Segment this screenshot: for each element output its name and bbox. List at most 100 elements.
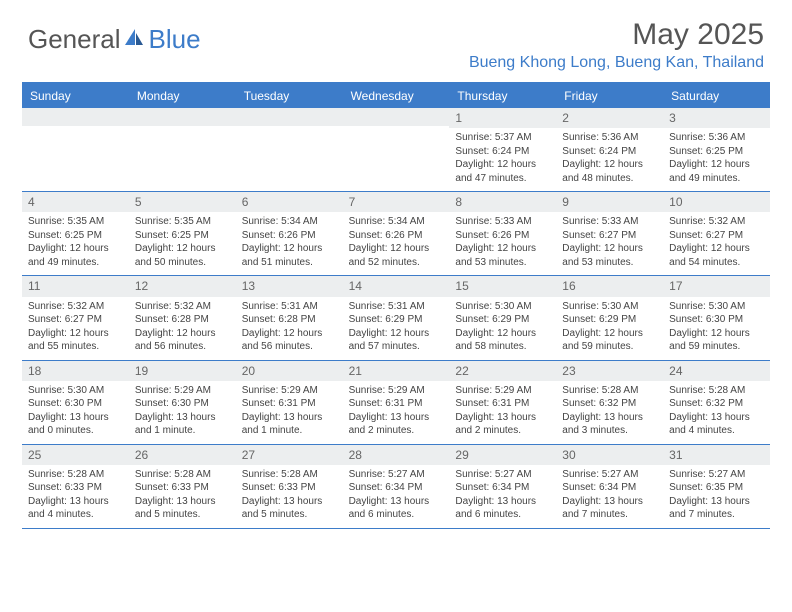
- day-cell: 2Sunrise: 5:36 AMSunset: 6:24 PMDaylight…: [556, 108, 663, 191]
- sunset-text: Sunset: 6:31 PM: [242, 397, 337, 411]
- day-cell: 31Sunrise: 5:27 AMSunset: 6:35 PMDayligh…: [663, 445, 770, 528]
- day-number: 1: [449, 108, 556, 128]
- day-number: 5: [129, 192, 236, 212]
- day-number: 15: [449, 276, 556, 296]
- sunset-text: Sunset: 6:28 PM: [135, 313, 230, 327]
- day-cell: 22Sunrise: 5:29 AMSunset: 6:31 PMDayligh…: [449, 361, 556, 444]
- daylight-line1: Daylight: 12 hours: [349, 327, 444, 341]
- sunset-text: Sunset: 6:29 PM: [562, 313, 657, 327]
- sunset-text: Sunset: 6:25 PM: [135, 229, 230, 243]
- sunset-text: Sunset: 6:27 PM: [28, 313, 123, 327]
- daylight-line2: and 4 minutes.: [669, 424, 764, 438]
- day-number: 3: [663, 108, 770, 128]
- sunset-text: Sunset: 6:33 PM: [135, 481, 230, 495]
- week-row: 4Sunrise: 5:35 AMSunset: 6:25 PMDaylight…: [22, 192, 770, 276]
- day-cell: 8Sunrise: 5:33 AMSunset: 6:26 PMDaylight…: [449, 192, 556, 275]
- daylight-line1: Daylight: 13 hours: [28, 411, 123, 425]
- day-header-mon: Monday: [129, 84, 236, 108]
- day-cell: 25Sunrise: 5:28 AMSunset: 6:33 PMDayligh…: [22, 445, 129, 528]
- daylight-line2: and 56 minutes.: [135, 340, 230, 354]
- day-number: [236, 108, 343, 126]
- sunset-text: Sunset: 6:34 PM: [349, 481, 444, 495]
- week-row: 25Sunrise: 5:28 AMSunset: 6:33 PMDayligh…: [22, 445, 770, 529]
- sunset-text: Sunset: 6:33 PM: [242, 481, 337, 495]
- sunrise-text: Sunrise: 5:30 AM: [669, 300, 764, 314]
- daylight-line1: Daylight: 13 hours: [562, 411, 657, 425]
- logo-text-general: General: [28, 24, 121, 55]
- day-cell: 15 Sunrise: 5:30 AMSunset: 6:29 PMDayligh…: [449, 276, 556, 359]
- daylight-line1: Daylight: 12 hours: [135, 327, 230, 341]
- sunset-text: Sunset: 6:32 PM: [669, 397, 764, 411]
- logo: General Blue: [28, 24, 201, 55]
- daylight-line1: Daylight: 12 hours: [28, 327, 123, 341]
- day-number: 23: [556, 361, 663, 381]
- daylight-line1: Daylight: 12 hours: [562, 327, 657, 341]
- sunrise-text: Sunrise: 5:27 AM: [669, 468, 764, 482]
- sunrise-text: Sunrise: 5:28 AM: [28, 468, 123, 482]
- daylight-line1: Daylight: 12 hours: [349, 242, 444, 256]
- sunset-text: Sunset: 6:34 PM: [562, 481, 657, 495]
- daylight-line2: and 6 minutes.: [349, 508, 444, 522]
- daylight-line2: and 58 minutes.: [455, 340, 550, 354]
- day-cell: 23Sunrise: 5:28 AMSunset: 6:32 PMDayligh…: [556, 361, 663, 444]
- sunrise-text: Sunrise: 5:31 AM: [242, 300, 337, 314]
- sunset-text: Sunset: 6:30 PM: [135, 397, 230, 411]
- sunset-text: Sunset: 6:28 PM: [242, 313, 337, 327]
- day-number: 27: [236, 445, 343, 465]
- daylight-line2: and 54 minutes.: [669, 256, 764, 270]
- day-cell: [236, 108, 343, 191]
- day-cell: 18Sunrise: 5:30 AMSunset: 6:30 PMDayligh…: [22, 361, 129, 444]
- day-cell: 24Sunrise: 5:28 AMSunset: 6:32 PMDayligh…: [663, 361, 770, 444]
- day-number: 8: [449, 192, 556, 212]
- sunset-text: Sunset: 6:26 PM: [349, 229, 444, 243]
- weeks-container: 1Sunrise: 5:37 AMSunset: 6:24 PMDaylight…: [22, 108, 770, 529]
- sunrise-text: Sunrise: 5:32 AM: [135, 300, 230, 314]
- sunrise-text: Sunrise: 5:28 AM: [135, 468, 230, 482]
- sunrise-text: Sunrise: 5:37 AM: [455, 131, 550, 145]
- month-title: May 2025: [469, 18, 764, 52]
- day-number: 20: [236, 361, 343, 381]
- sunrise-text: Sunrise: 5:29 AM: [455, 384, 550, 398]
- sunrise-text: Sunrise: 5:30 AM: [455, 300, 550, 314]
- daylight-line2: and 3 minutes.: [562, 424, 657, 438]
- logo-text-blue: Blue: [149, 24, 201, 55]
- day-cell: [22, 108, 129, 191]
- daylight-line2: and 59 minutes.: [669, 340, 764, 354]
- sunset-text: Sunset: 6:32 PM: [562, 397, 657, 411]
- daylight-line1: Daylight: 12 hours: [242, 327, 337, 341]
- sunrise-text: Sunrise: 5:28 AM: [669, 384, 764, 398]
- daylight-line2: and 48 minutes.: [562, 172, 657, 186]
- daylight-line1: Daylight: 13 hours: [28, 495, 123, 509]
- day-number: [22, 108, 129, 126]
- daylight-line1: Daylight: 12 hours: [669, 327, 764, 341]
- day-cell: 10Sunrise: 5:32 AMSunset: 6:27 PMDayligh…: [663, 192, 770, 275]
- sunrise-text: Sunrise: 5:27 AM: [455, 468, 550, 482]
- daylight-line1: Daylight: 13 hours: [562, 495, 657, 509]
- sunset-text: Sunset: 6:31 PM: [455, 397, 550, 411]
- sunrise-text: Sunrise: 5:32 AM: [669, 215, 764, 229]
- day-cell: 19Sunrise: 5:29 AMSunset: 6:30 PMDayligh…: [129, 361, 236, 444]
- daylight-line1: Daylight: 13 hours: [135, 495, 230, 509]
- daylight-line1: Daylight: 12 hours: [455, 327, 550, 341]
- day-cell: 5Sunrise: 5:35 AMSunset: 6:25 PMDaylight…: [129, 192, 236, 275]
- day-header-sun: Sunday: [22, 84, 129, 108]
- sunrise-text: Sunrise: 5:27 AM: [562, 468, 657, 482]
- daylight-line1: Daylight: 12 hours: [562, 158, 657, 172]
- daylight-line1: Daylight: 12 hours: [242, 242, 337, 256]
- day-cell: 6Sunrise: 5:34 AMSunset: 6:26 PMDaylight…: [236, 192, 343, 275]
- sunset-text: Sunset: 6:24 PM: [562, 145, 657, 159]
- day-number: 9: [556, 192, 663, 212]
- day-number: 16: [556, 276, 663, 296]
- sunset-text: Sunset: 6:29 PM: [455, 313, 550, 327]
- daylight-line2: and 6 minutes.: [455, 508, 550, 522]
- sunrise-text: Sunrise: 5:32 AM: [28, 300, 123, 314]
- day-number: 2: [556, 108, 663, 128]
- daylight-line1: Daylight: 13 hours: [349, 495, 444, 509]
- sunset-text: Sunset: 6:25 PM: [669, 145, 764, 159]
- logo-sail-icon: [123, 27, 145, 52]
- sunset-text: Sunset: 6:25 PM: [28, 229, 123, 243]
- day-number: 29: [449, 445, 556, 465]
- day-cell: 14Sunrise: 5:31 AMSunset: 6:29 PMDayligh…: [343, 276, 450, 359]
- daylight-line2: and 7 minutes.: [562, 508, 657, 522]
- day-header-thu: Thursday: [449, 84, 556, 108]
